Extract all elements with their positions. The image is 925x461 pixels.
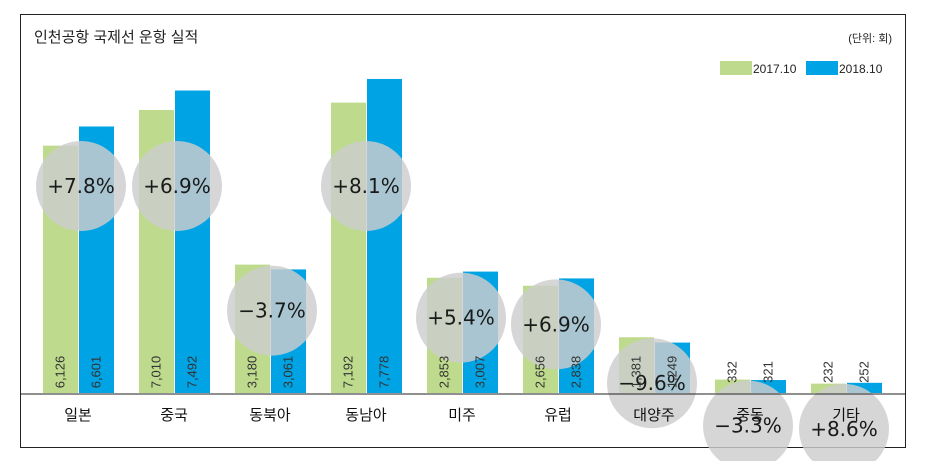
chart-frame — [20, 14, 906, 448]
value-label-2017.10-유럽: 2,656 — [533, 356, 548, 389]
category-label-유럽: 유럽 — [544, 407, 572, 424]
change-label-동북아: −3.7% — [238, 299, 306, 323]
chart-title: 인천공항 국제선 운항 실적 — [34, 29, 198, 46]
legend-label-2017: 2017.10 — [753, 62, 797, 76]
value-label-2018.10-대양주: 1,249 — [665, 356, 680, 389]
category-label-일본: 일본 — [64, 407, 92, 424]
change-circle-미주 — [416, 272, 506, 363]
change-label-대양주: −9.6% — [618, 371, 686, 395]
value-label-2017.10-동북아: 3,180 — [245, 356, 260, 389]
change-label-유럽: +6.9% — [522, 312, 590, 336]
category-label-기타: 기타 — [832, 407, 860, 424]
value-label-2017.10-동남아: 7,192 — [341, 356, 356, 389]
legend-label-2018: 2018.10 — [839, 62, 883, 76]
value-label-2018.10-중국: 7,492 — [185, 356, 200, 389]
value-label-2018.10-미주: 3,007 — [473, 356, 488, 389]
value-label-2017.10-중동: 332 — [725, 361, 740, 383]
legend: 2017.10 2018.10 — [720, 61, 883, 76]
change-circle-동북아 — [227, 265, 317, 356]
unit-note: (단위: 회) — [848, 32, 892, 45]
category-label-동북아: 동북아 — [249, 407, 291, 424]
category-label-대양주: 대양주 — [633, 407, 674, 424]
change-label-일본: +7.8% — [47, 174, 115, 198]
value-label-2018.10-동북아: 3,061 — [281, 356, 296, 389]
value-label-2018.10-중동: 321 — [761, 361, 776, 383]
legend-swatch-2018 — [806, 61, 838, 75]
value-label-2018.10-유럽: 2,838 — [569, 356, 584, 389]
bar-2018.10-기타 — [847, 382, 882, 393]
change-circle-중국 — [132, 141, 222, 231]
bar-2018.10-동남아 — [367, 78, 402, 393]
change-circle-중동 — [703, 380, 793, 461]
category-label-중국: 중국 — [160, 407, 188, 424]
category-label-미주: 미주 — [448, 407, 476, 424]
change-label-미주: +5.4% — [427, 306, 495, 330]
value-label-2017.10-대양주: 1,381 — [629, 356, 644, 389]
change-circle-동남아 — [321, 141, 411, 231]
change-circle-대양주 — [607, 338, 697, 429]
change-label-중국: +6.9% — [143, 174, 211, 198]
change-label-동남아: +8.1% — [332, 174, 400, 198]
value-label-2018.10-일본: 6,601 — [89, 356, 104, 389]
change-label-중동: −3.3% — [714, 414, 782, 438]
category-labels: 일본 중국 동북아 동남아 미주 유럽 대양주 중동 기타 — [64, 407, 860, 424]
change-circle-일본 — [36, 141, 126, 231]
value-label-2018.10-동남아: 7,778 — [377, 356, 392, 389]
category-label-동남아: 동남아 — [345, 407, 387, 424]
bar-2018.10-중국 — [175, 90, 210, 393]
value-label-2017.10-일본: 6,126 — [53, 356, 68, 389]
value-label-2017.10-중국: 7,010 — [149, 356, 164, 389]
change-label-기타: +8.6% — [810, 417, 878, 441]
value-label-2018.10-기타: 252 — [857, 361, 872, 383]
legend-swatch-2017 — [720, 61, 752, 75]
change-badges: +7.8% +6.9% −3.7% +8.1% +5.4% +6.9% −9.6% −3.3%… — [36, 141, 889, 461]
value-labels: 6,126 6,601 7,010 7,492 3,180 3,061 7,192 7,778… — [53, 356, 872, 389]
value-label-2017.10-미주: 2,853 — [437, 356, 452, 389]
change-circle-유럽 — [511, 279, 601, 370]
value-label-2017.10-기타: 232 — [821, 361, 836, 383]
category-label-중동: 중동 — [736, 407, 764, 424]
change-circle-기타 — [799, 383, 889, 461]
